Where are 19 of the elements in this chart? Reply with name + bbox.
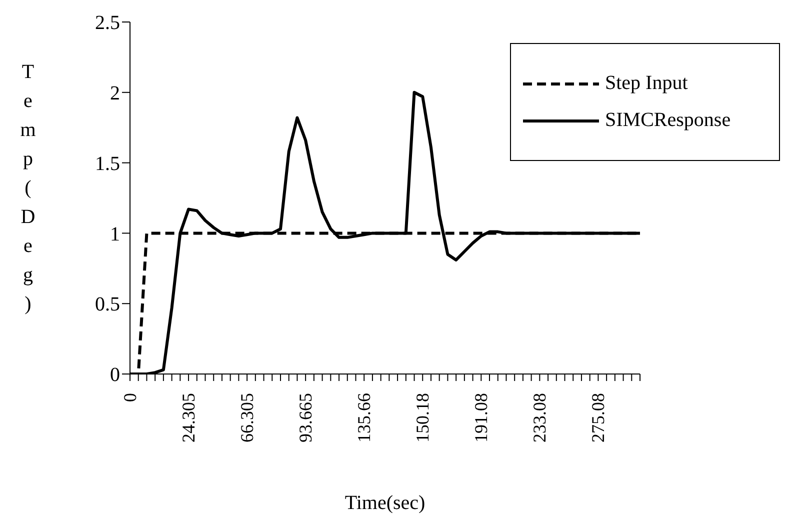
x-tick-label: 150.18 — [412, 393, 433, 442]
y-tick-label: 0 — [110, 364, 120, 386]
x-tick-label: 135.66 — [354, 393, 374, 442]
legend-label: Step Input — [605, 72, 688, 95]
y-tick-label: 2.5 — [95, 12, 120, 34]
x-tick-label: 66.305 — [237, 393, 258, 442]
y-tick-label: 2 — [110, 82, 120, 104]
text: Temp(Deg) — [20, 61, 36, 315]
x-axis-title: Time(sec) — [344, 492, 426, 514]
x-tick-label: 93.665 — [296, 393, 316, 442]
x-tick-label: 0 — [120, 393, 140, 402]
y-tick-label: 1.5 — [95, 152, 120, 175]
y-tick-label: 1 — [110, 223, 120, 246]
x-tick-label: 275.08 — [588, 393, 608, 442]
legend-label: SIMCResponse — [605, 109, 731, 132]
y-tick-label: 0.5 — [95, 294, 120, 316]
x-tick-label: 191.08 — [471, 393, 492, 442]
x-tick-label: 233.08 — [530, 393, 550, 442]
x-tick-label: 24.305 — [178, 393, 199, 442]
